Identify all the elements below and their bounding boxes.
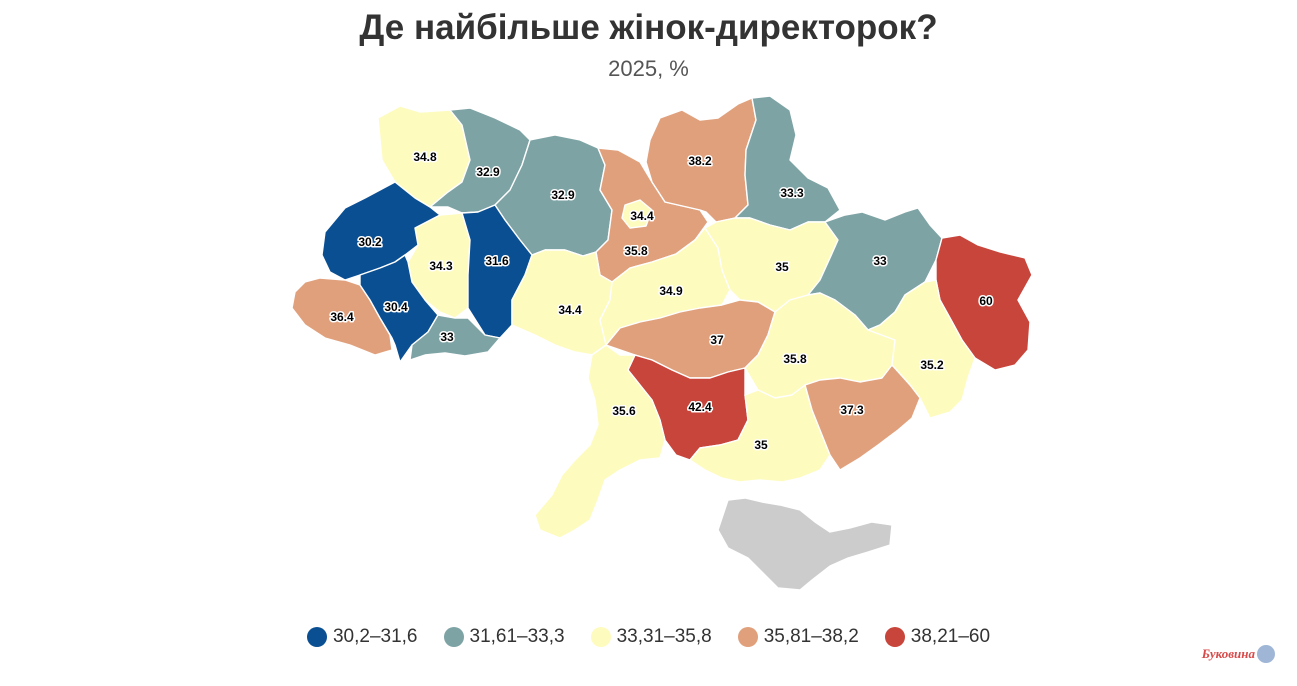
legend-item-5[interactable]: 38,21–60 [884,626,991,648]
region-12[interactable] [409,314,501,361]
legend-swatch-1 [306,627,327,647]
region-value-label-12: 33 [440,330,454,344]
region-value-label-11: 30.4 [384,300,408,314]
map-title: Де найбільше жінок-директорок? [359,8,938,47]
region-value-label-20: 35.2 [920,358,944,372]
region-24[interactable] [804,364,921,471]
region-value-label-23: 35 [754,438,768,452]
region-value-label-19: 35.8 [783,352,807,366]
legend-label-1: 30,2–31,6 [332,626,418,647]
region-value-label-13: 34.4 [558,303,582,317]
region-value-label-18: 37 [710,333,724,347]
region-value-label-8: 34.3 [429,259,453,273]
region-value-label-22: 35.6 [612,404,636,418]
legend-swatch-3 [590,627,611,647]
legend-label-3: 33,31–35,8 [616,626,712,647]
legend-label-4: 35,81–38,2 [763,626,859,647]
map-legend: 30,2–31,6 31,61–33,3 33,31–35,8 35,81–38… [0,626,1297,648]
map-subtitle: 2025, % [608,56,689,81]
legend-item-1[interactable]: 30,2–31,6 [306,626,418,648]
legend-item-2[interactable]: 31,61–33,3 [443,626,565,648]
region-22[interactable] [534,344,666,539]
region-value-label-10: 36.4 [330,310,354,324]
legend-item-4[interactable]: 35,81–38,2 [737,626,859,648]
region-value-label-1: 32.9 [476,165,500,179]
region-value-label-16: 33 [873,254,887,268]
legend-item-3[interactable]: 33,31–35,8 [590,626,712,648]
region-value-label-4: 34.4 [630,209,654,223]
region-value-label-17: 60 [979,294,993,308]
region-value-label-9: 31.6 [485,254,509,268]
region-25[interactable] [717,497,893,591]
legend-label-2: 31,61–33,3 [469,626,565,647]
newspaper-logo-icon [1257,645,1275,663]
logo-text: Буковина [1201,646,1255,661]
legend-label-5: 38,21–60 [910,626,991,647]
region-value-label-3: 35.8 [624,244,648,258]
region-4[interactable] [621,199,653,229]
publisher-logo[interactable]: Буковина [1202,645,1275,663]
region-value-label-24: 37.3 [840,403,864,417]
region-value-label-21: 42.4 [688,400,712,414]
region-value-label-0: 34.8 [413,150,437,164]
legend-swatch-2 [443,627,464,647]
legend-swatch-5 [884,627,905,647]
legend-swatch-4 [737,627,758,647]
region-value-label-5: 38.2 [688,154,712,168]
region-value-label-6: 33.3 [780,186,804,200]
region-value-label-14: 34.9 [659,284,683,298]
region-value-label-7: 30.2 [358,235,382,249]
region-value-label-2: 32.9 [551,188,575,202]
region-value-label-15: 35 [775,260,789,274]
